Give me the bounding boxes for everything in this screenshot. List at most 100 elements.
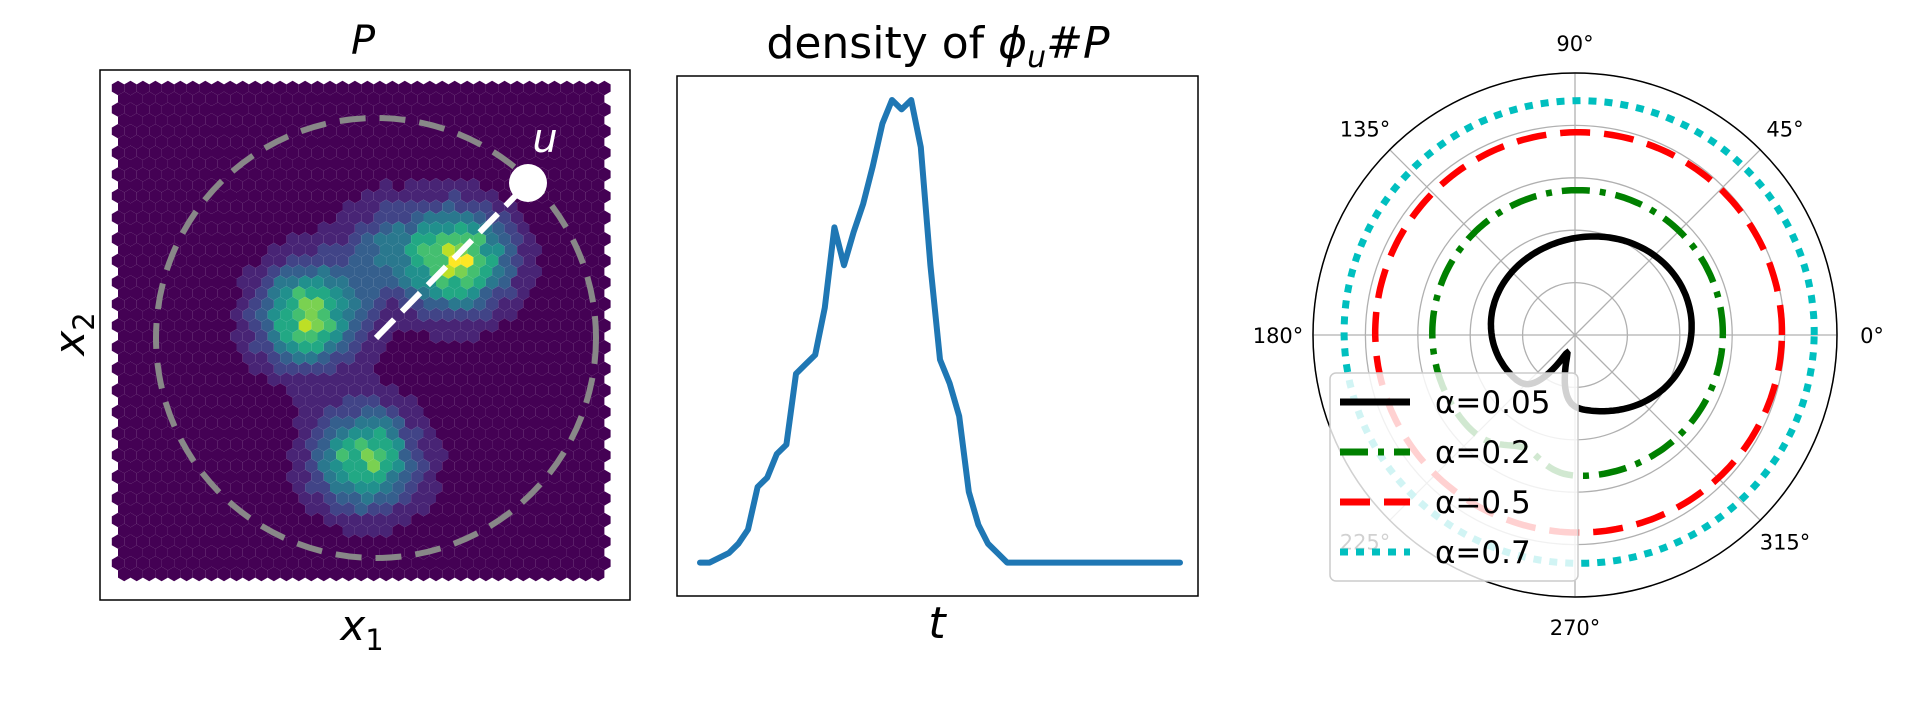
- hex-cell: [485, 318, 499, 333]
- hex-cell: [485, 383, 499, 398]
- hex-cell: [566, 199, 580, 214]
- hex-cell: [442, 113, 455, 128]
- hex-cell: [361, 167, 374, 182]
- hex-cell: [548, 383, 561, 398]
- hex-cell: [124, 275, 137, 290]
- hex-cell: [292, 372, 306, 387]
- hex-cell: [211, 404, 224, 420]
- hex-cell: [286, 426, 299, 441]
- hex-cell: [149, 80, 162, 96]
- hex-cell: [442, 502, 455, 517]
- hex-cell: [224, 145, 237, 160]
- hex-cell: [161, 361, 175, 376]
- hex-cell: [548, 102, 561, 117]
- hex-cell: [566, 221, 580, 236]
- hex-cell: [192, 415, 206, 430]
- hex-cell: [149, 512, 162, 528]
- hex-cell: [485, 296, 499, 312]
- hex-cell: [348, 512, 362, 528]
- hex-cell: [579, 437, 592, 452]
- hex-cell: [136, 167, 150, 182]
- hex-cell: [529, 307, 542, 322]
- hex-cell: [224, 469, 237, 484]
- hex-cell: [136, 275, 150, 290]
- hex-cell: [130, 307, 143, 322]
- hex-cell: [192, 458, 206, 474]
- hex-cell: [436, 512, 449, 528]
- hex-cell: [336, 383, 349, 398]
- hex-cell: [579, 329, 592, 344]
- hex-cell: [136, 102, 150, 117]
- hex-cell: [485, 167, 499, 182]
- hex-cell: [411, 232, 424, 247]
- hex-cell: [354, 372, 368, 387]
- hex-cell: [336, 469, 349, 484]
- hex-cell: [111, 167, 125, 182]
- hex-cell: [205, 329, 218, 344]
- hex-cell: [255, 480, 268, 495]
- hex-cell: [579, 480, 592, 495]
- hex-cell: [504, 415, 518, 430]
- hex-cell: [205, 156, 218, 171]
- hex-cell: [436, 145, 449, 160]
- hex-cell: [348, 253, 362, 268]
- hex-cell: [367, 199, 380, 214]
- hex-cell: [398, 404, 412, 420]
- hex-cell: [292, 178, 306, 193]
- hex-cell: [211, 145, 224, 160]
- hex-cell: [199, 426, 212, 441]
- hex-cell: [535, 426, 549, 441]
- hex-cell: [186, 404, 200, 420]
- hex-cell: [305, 480, 318, 495]
- hex-cell: [566, 523, 580, 538]
- hex-cell: [280, 566, 293, 582]
- hex-cell: [323, 534, 337, 549]
- hex-cell: [155, 502, 168, 517]
- hex-cell: [261, 296, 274, 312]
- hex-cell: [473, 275, 486, 290]
- hex-cell: [267, 350, 281, 366]
- hex-cell: [529, 372, 542, 387]
- hex-cell: [255, 566, 268, 582]
- hex-cell: [498, 556, 511, 571]
- hex-cell: [311, 448, 324, 463]
- hex-cell: [248, 80, 262, 96]
- hex-cell: [411, 361, 424, 376]
- hex-cell: [404, 156, 418, 171]
- hex-cell: [136, 340, 150, 355]
- hex-cell: [436, 210, 449, 225]
- hex-cell: [180, 458, 193, 474]
- hex-cell: [579, 221, 592, 236]
- hex-cell: [192, 156, 206, 171]
- hex-cell: [149, 188, 162, 204]
- hex-cell: [379, 394, 393, 409]
- hex-cell: [273, 145, 287, 160]
- hex-cell: [398, 102, 412, 117]
- hex-cell: [573, 361, 586, 376]
- hex-cell: [348, 210, 362, 225]
- hex-cell: [348, 167, 362, 182]
- hex-cell: [336, 253, 349, 268]
- hex-cell: [548, 534, 561, 549]
- hex-cell: [118, 545, 131, 560]
- polar-series-1: [1487, 233, 1695, 415]
- hex-cell: [248, 232, 262, 247]
- hex-cell: [498, 210, 511, 225]
- hex-cell: [473, 188, 486, 204]
- hex-cell: [554, 523, 567, 538]
- hex-cell: [205, 350, 218, 366]
- hex-cell: [398, 210, 412, 225]
- hex-cell: [286, 318, 299, 333]
- hex-cell: [161, 534, 175, 549]
- hex-cell: [367, 372, 380, 387]
- hex-cell: [118, 242, 131, 258]
- hex-cell: [510, 296, 524, 312]
- hex-cell: [467, 264, 480, 279]
- legend-label: α=0.7: [1435, 535, 1531, 571]
- hex-cell: [473, 318, 486, 333]
- hex-cell: [230, 91, 243, 106]
- hex-cell: [317, 286, 330, 301]
- hex-cell: [305, 178, 318, 193]
- hex-cell: [361, 469, 374, 484]
- hex-cell: [267, 458, 281, 474]
